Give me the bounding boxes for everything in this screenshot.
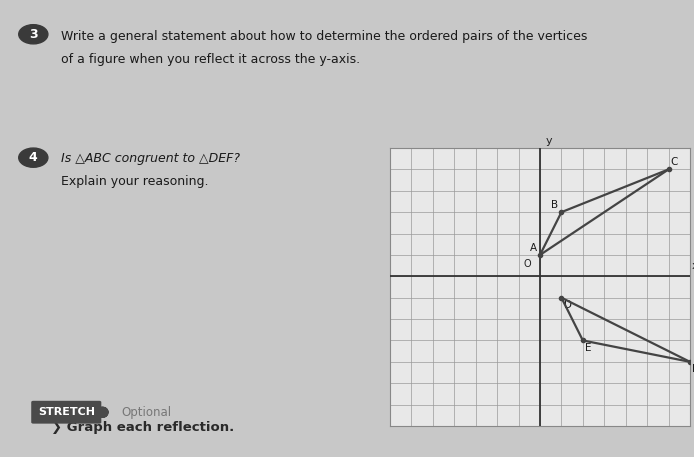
Text: x: x (692, 261, 694, 271)
Text: STRETCH: STRETCH (38, 407, 95, 417)
Text: E: E (585, 343, 591, 353)
Text: D: D (564, 300, 572, 310)
Text: ❯ Graph each reflection.: ❯ Graph each reflection. (51, 421, 234, 434)
Text: Optional: Optional (121, 406, 171, 419)
Circle shape (19, 25, 48, 44)
Circle shape (19, 148, 48, 167)
FancyBboxPatch shape (31, 401, 101, 424)
Text: F: F (692, 364, 694, 374)
Text: Explain your reasoning.: Explain your reasoning. (61, 175, 209, 188)
Text: O: O (524, 259, 532, 269)
Text: of a figure when you reflect it across the y-axis.: of a figure when you reflect it across t… (61, 53, 360, 66)
Text: 3: 3 (29, 28, 37, 41)
Text: Write a general statement about how to determine the ordered pairs of the vertic: Write a general statement about how to d… (61, 30, 587, 43)
Text: A: A (530, 243, 536, 253)
Text: 4: 4 (29, 151, 37, 164)
Text: B: B (551, 200, 558, 210)
Text: Is △ABC congruent to △DEF?: Is △ABC congruent to △DEF? (61, 152, 240, 165)
Text: C: C (670, 157, 678, 167)
Text: y: y (545, 136, 552, 146)
